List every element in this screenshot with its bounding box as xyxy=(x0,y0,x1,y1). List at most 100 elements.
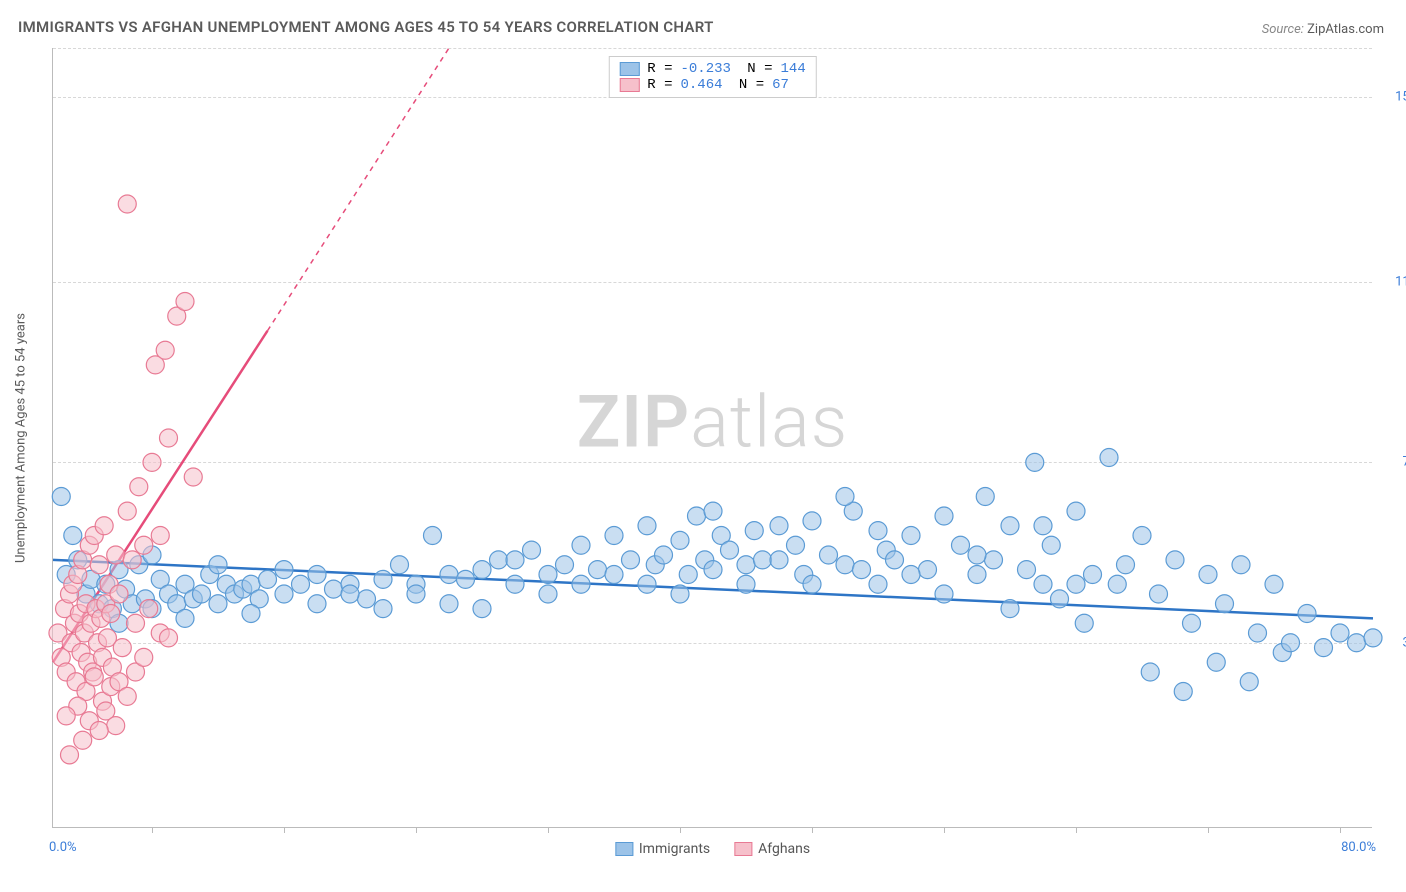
data-point xyxy=(61,746,79,764)
data-point xyxy=(151,527,169,545)
data-point xyxy=(391,556,409,574)
data-point xyxy=(704,561,722,579)
data-point xyxy=(160,629,178,647)
data-point xyxy=(1240,673,1258,691)
data-point xyxy=(64,527,82,545)
data-point xyxy=(209,595,227,613)
data-point xyxy=(737,556,755,574)
data-point xyxy=(745,522,763,540)
data-point xyxy=(440,566,458,584)
data-point xyxy=(259,570,277,588)
data-point xyxy=(52,488,70,506)
legend-stats-box: R = -0.233 N = 144 R = 0.464 N = 67 xyxy=(608,56,816,98)
data-point xyxy=(1199,566,1217,584)
data-point xyxy=(407,585,425,603)
data-point xyxy=(143,453,161,471)
data-point xyxy=(1166,551,1184,569)
data-point xyxy=(688,507,706,525)
data-point xyxy=(869,575,887,593)
legend-item-immigrants: Immigrants xyxy=(615,841,710,857)
data-point xyxy=(107,717,125,735)
data-point xyxy=(1084,566,1102,584)
data-point xyxy=(679,566,697,584)
data-point xyxy=(176,293,194,311)
x-axis-max-label: 80.0% xyxy=(1341,840,1376,855)
data-point xyxy=(869,522,887,540)
data-point xyxy=(1067,575,1085,593)
data-point xyxy=(572,536,590,554)
data-point xyxy=(113,639,131,657)
data-point xyxy=(135,648,153,666)
data-point xyxy=(118,502,136,520)
data-point xyxy=(935,507,953,525)
data-point xyxy=(1249,624,1267,642)
data-point xyxy=(976,488,994,506)
data-point xyxy=(308,566,326,584)
data-point xyxy=(935,585,953,603)
data-point xyxy=(490,551,508,569)
data-point xyxy=(1298,605,1316,623)
data-point xyxy=(605,527,623,545)
x-tick xyxy=(680,827,681,833)
x-tick xyxy=(1208,827,1209,833)
data-point xyxy=(107,546,125,564)
data-point xyxy=(123,551,141,569)
data-point xyxy=(902,566,920,584)
data-point xyxy=(605,566,623,584)
source-label: Source: xyxy=(1262,22,1304,37)
x-tick xyxy=(1076,827,1077,833)
x-tick xyxy=(416,827,417,833)
data-point xyxy=(704,502,722,520)
data-point xyxy=(209,556,227,574)
data-point xyxy=(754,551,772,569)
data-point xyxy=(473,600,491,618)
data-point xyxy=(102,605,120,623)
chart-title: IMMIGRANTS VS AFGHAN UNEMPLOYMENT AMONG … xyxy=(18,18,714,36)
data-point xyxy=(671,585,689,603)
data-point xyxy=(506,575,524,593)
data-point xyxy=(1331,624,1349,642)
data-point xyxy=(1133,527,1151,545)
data-point xyxy=(1282,634,1300,652)
data-point xyxy=(1141,663,1159,681)
x-tick xyxy=(1340,827,1341,833)
data-point xyxy=(836,556,854,574)
data-point xyxy=(325,580,343,598)
data-point xyxy=(135,536,153,554)
data-point xyxy=(770,517,788,535)
stat-r-immigrants: -0.233 xyxy=(680,61,730,77)
data-point xyxy=(275,561,293,579)
data-point xyxy=(1117,556,1135,574)
y-tick-label: 7.5% xyxy=(1402,455,1406,470)
legend-label-immigrants: Immigrants xyxy=(639,841,710,857)
data-point xyxy=(539,566,557,584)
source-value: ZipAtlas.com xyxy=(1307,22,1384,37)
data-point xyxy=(770,551,788,569)
x-tick xyxy=(152,827,153,833)
data-point xyxy=(1232,556,1250,574)
data-point xyxy=(1174,683,1192,701)
data-point xyxy=(787,536,805,554)
data-point xyxy=(1183,614,1201,632)
stat-label-n: N = xyxy=(731,77,765,93)
data-point xyxy=(358,590,376,608)
data-point xyxy=(85,668,103,686)
data-point xyxy=(1216,595,1234,613)
data-point xyxy=(902,527,920,545)
data-point xyxy=(1001,600,1019,618)
data-point xyxy=(275,585,293,603)
data-point xyxy=(110,585,128,603)
legend-stats-row-1: R = -0.233 N = 144 xyxy=(619,61,805,77)
stat-label-r: R = xyxy=(647,61,672,77)
data-point xyxy=(127,614,145,632)
data-point xyxy=(1051,590,1069,608)
data-point xyxy=(1265,575,1283,593)
data-point xyxy=(671,531,689,549)
data-point xyxy=(424,527,442,545)
data-point xyxy=(1207,653,1225,671)
bottom-legend: Immigrants Afghans xyxy=(615,841,810,857)
data-point xyxy=(140,600,158,618)
data-point xyxy=(952,536,970,554)
x-tick xyxy=(284,827,285,833)
source-attribution: Source: ZipAtlas.com xyxy=(1262,22,1384,37)
